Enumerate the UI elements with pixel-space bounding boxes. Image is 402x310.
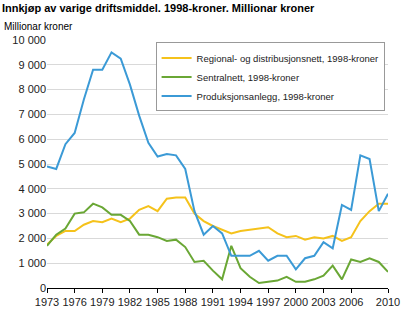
svg-text:Sentralnett, 1998-kroner: Sentralnett, 1998-kroner [197, 72, 299, 83]
svg-text:6 000: 6 000 [18, 133, 46, 145]
svg-text:0: 0 [40, 282, 46, 294]
svg-text:1 000: 1 000 [18, 257, 46, 269]
svg-text:7 000: 7 000 [18, 108, 46, 120]
svg-text:1982: 1982 [118, 296, 142, 308]
svg-text:2010: 2010 [376, 296, 400, 308]
svg-text:1976: 1976 [62, 296, 86, 308]
svg-text:5 000: 5 000 [18, 158, 46, 170]
svg-text:9 000: 9 000 [18, 59, 46, 71]
svg-text:1988: 1988 [173, 296, 197, 308]
svg-text:10 000: 10 000 [12, 34, 46, 46]
svg-text:Produksjonsanlegg, 1998-kroner: Produksjonsanlegg, 1998-kroner [197, 91, 334, 102]
svg-text:Innkjøp av varige driftsmiddel: Innkjøp av varige driftsmiddel. 1998-kro… [2, 2, 315, 14]
svg-text:3 000: 3 000 [18, 207, 46, 219]
svg-text:2003: 2003 [311, 296, 335, 308]
svg-text:Millionar kroner: Millionar kroner [4, 21, 73, 32]
svg-text:1997: 1997 [256, 296, 280, 308]
svg-text:Regional- og distribusjonsnett: Regional- og distribusjonsnett, 1998-kro… [197, 53, 379, 64]
svg-text:2006: 2006 [339, 296, 363, 308]
svg-text:1991: 1991 [201, 296, 225, 308]
svg-text:1973: 1973 [35, 296, 59, 308]
svg-text:4 000: 4 000 [18, 183, 46, 195]
svg-text:1979: 1979 [90, 296, 114, 308]
svg-text:1994: 1994 [228, 296, 252, 308]
svg-text:8 000: 8 000 [18, 83, 46, 95]
svg-text:1985: 1985 [145, 296, 169, 308]
svg-text:2000: 2000 [284, 296, 308, 308]
svg-text:2 000: 2 000 [18, 232, 46, 244]
